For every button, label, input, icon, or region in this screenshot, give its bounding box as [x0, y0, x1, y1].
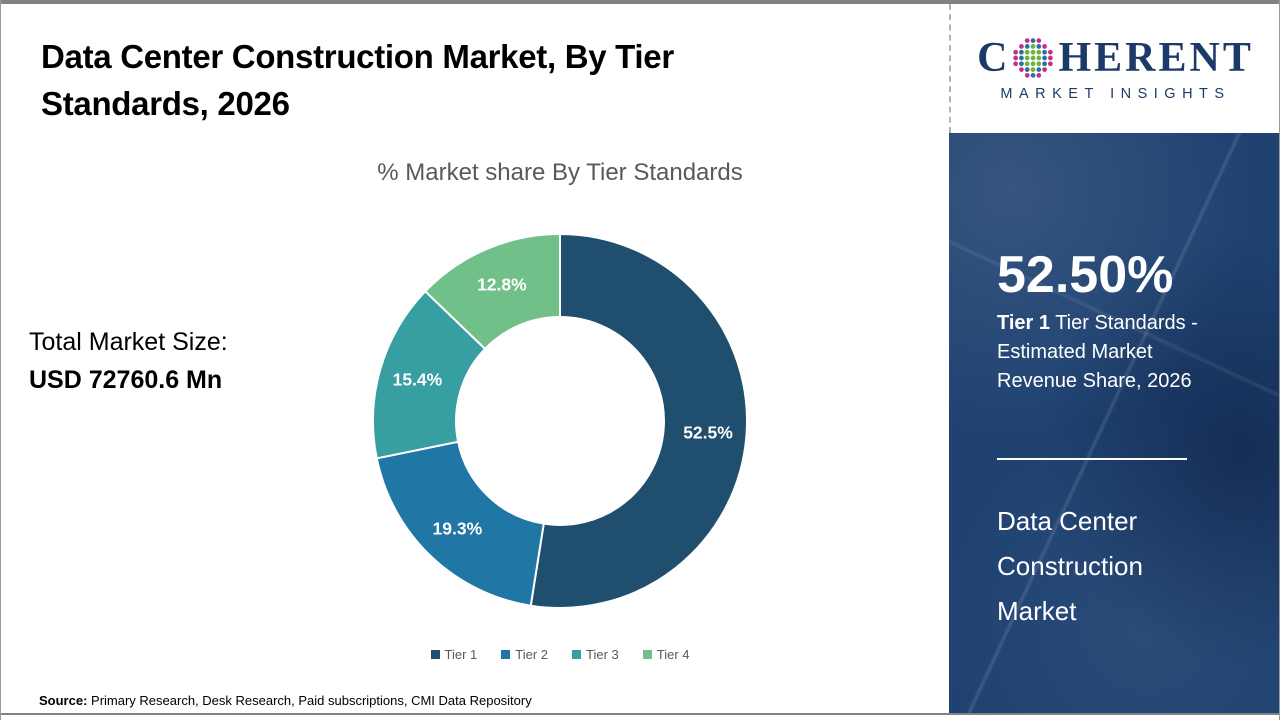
- brand-letter-c: C: [977, 34, 1011, 81]
- sidebar-market-name: Data Center Construction Market: [997, 506, 1143, 626]
- source-note-label: Source:: [39, 693, 88, 708]
- headline-stat-value: 52.50%: [997, 246, 1174, 304]
- total-market-size-value: USD 72760.6 Mn: [29, 365, 223, 394]
- donut-slice-tier-2: [375, 440, 545, 607]
- page-title: Data Center Construction Market, By Tier…: [41, 38, 674, 122]
- brand-letters-rest: HERENT: [1058, 34, 1254, 81]
- donut-chart: 52.5% 19.3% 15.4% 12.8%: [350, 211, 770, 631]
- bottom-border-bar: [1, 713, 1279, 715]
- highlight-sidebar: 52.50% Tier 1 Tier Standards - Estimated…: [949, 133, 1279, 713]
- brand-logo-subtitle: MARKET INSIGHTS: [1000, 85, 1231, 102]
- donut-slice-tier-1: [529, 233, 748, 609]
- headline-stat-label: Tier 1 Tier Standards - Estimated Market…: [997, 309, 1237, 395]
- legend-swatch-icon: [642, 650, 652, 659]
- legend-label: Tier 3: [586, 647, 619, 662]
- top-border-bar: [1, 0, 1279, 4]
- headline-stat-label-bold: Tier 1: [997, 312, 1050, 334]
- coherent-globe-icon: [1013, 37, 1054, 78]
- slice-label-tier-2: 19.3%: [433, 518, 483, 538]
- chart-title: % Market share By Tier Standards: [377, 159, 743, 186]
- headline-stat-label-rest: Tier Standards - Estimated Market Revenu…: [997, 312, 1198, 392]
- total-market-size-block: Total Market Size: USD 72760.6 Mn: [29, 324, 228, 399]
- donut-slice-tier-4: [424, 233, 561, 350]
- slice-label-tier-4: 12.8%: [477, 274, 527, 294]
- legend-label: Tier 4: [656, 647, 690, 662]
- legend-swatch-icon: [501, 650, 511, 659]
- source-note-text: Primary Research, Desk Research, Paid su…: [87, 693, 532, 708]
- legend-label: Tier 2: [515, 647, 548, 662]
- legend-label: Tier 1: [444, 647, 478, 662]
- slice-label-tier-3: 15.4%: [393, 370, 443, 390]
- sidebar-divider: [997, 458, 1187, 460]
- donut-chart-svg: 52.5% 19.3% 15.4% 12.8%: [372, 233, 748, 609]
- source-note: Source: Primary Research, Desk Research,…: [39, 693, 532, 708]
- chart-legend: Tier 1 Tier 2 Tier 3 Tier 4: [250, 647, 870, 662]
- legend-swatch-icon: [572, 650, 581, 659]
- legend-item-tier-1: Tier 1: [430, 647, 478, 662]
- legend-swatch-icon: [430, 650, 440, 659]
- brand-logo: C HERENT MARKET INSIGHTS: [949, 4, 1279, 133]
- slice-label-tier-1: 52.5%: [683, 423, 733, 443]
- brand-logo-wordmark: C HERENT: [977, 36, 1254, 80]
- total-market-size-label: Total Market Size:: [29, 328, 228, 356]
- legend-item-tier-4: Tier 4: [642, 647, 690, 662]
- legend-item-tier-3: Tier 3: [572, 647, 619, 662]
- legend-item-tier-2: Tier 2: [501, 647, 548, 662]
